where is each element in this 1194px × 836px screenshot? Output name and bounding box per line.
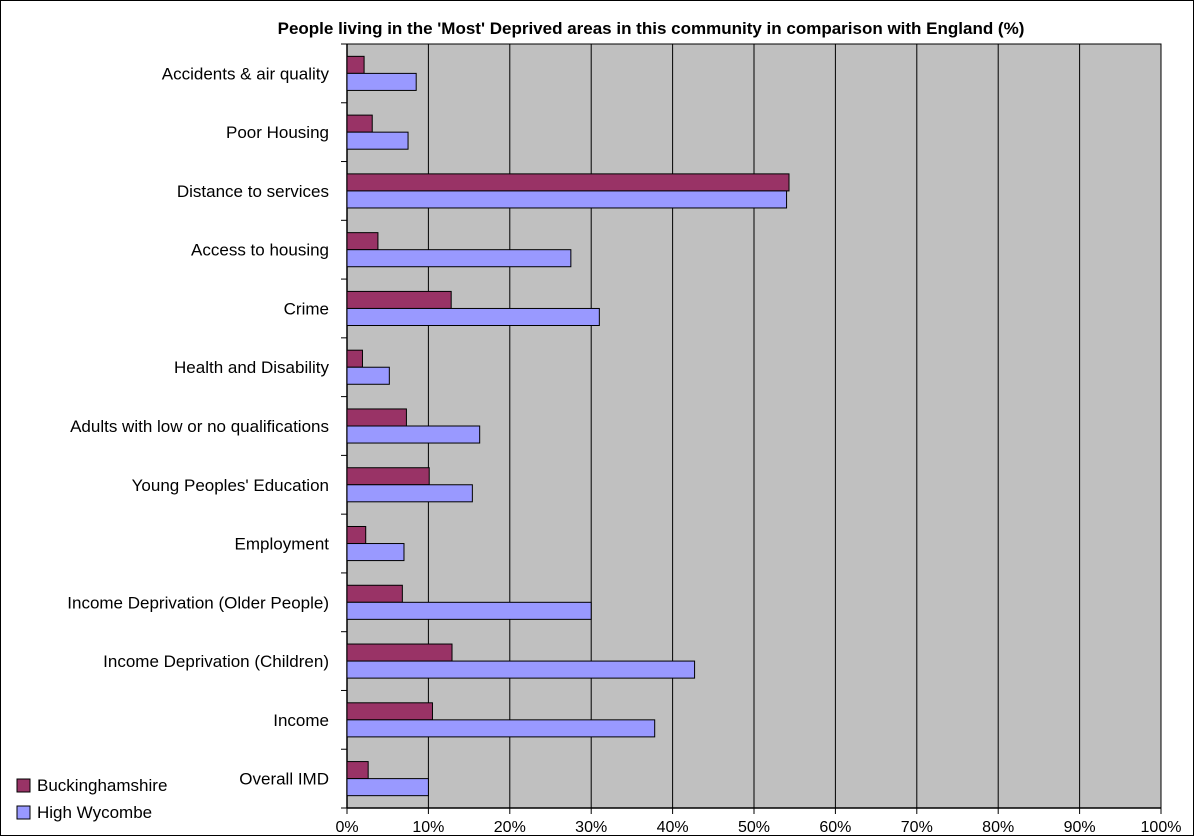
x-tick-label: 10%	[412, 819, 444, 836]
bar-high-wycombe	[346, 601, 592, 620]
bar-buckinghamshire	[346, 232, 379, 251]
bar-buckinghamshire	[346, 584, 403, 603]
bar-high-wycombe	[346, 131, 409, 150]
x-tick-label: 60%	[819, 819, 851, 836]
bar-buckinghamshire	[346, 525, 367, 545]
x-tick-label: 80%	[982, 819, 1014, 836]
bar-high-wycombe	[346, 778, 429, 797]
bar-high-wycombe	[346, 72, 417, 91]
legend-swatch	[16, 805, 31, 820]
category-label: Young Peoples' Education	[132, 476, 329, 495]
bar-high-wycombe	[346, 543, 405, 562]
bar-high-wycombe	[346, 660, 696, 679]
x-tick-label: 50%	[738, 819, 770, 836]
category-label: Overall IMD	[239, 770, 329, 789]
x-tick-label: 20%	[494, 819, 526, 836]
bar-buckinghamshire	[346, 702, 433, 721]
legend-label: Buckinghamshire	[37, 776, 167, 795]
bar-buckinghamshire	[346, 349, 363, 368]
bar-high-wycombe	[346, 719, 656, 738]
category-label: Health and Disability	[174, 358, 329, 377]
x-tick-label: 100%	[1141, 819, 1182, 836]
category-label: Employment	[235, 535, 330, 554]
category-label: Poor Housing	[226, 123, 329, 142]
bar-buckinghamshire	[346, 408, 407, 427]
category-label: Adults with low or no qualifications	[70, 417, 329, 436]
x-tick-label: 0%	[335, 819, 358, 836]
x-tick-label: 90%	[1064, 819, 1096, 836]
bar-buckinghamshire	[346, 55, 365, 74]
category-label: Income Deprivation (Children)	[103, 652, 329, 671]
bar-buckinghamshire	[346, 761, 369, 780]
bar-high-wycombe	[346, 366, 390, 385]
legend-swatch	[16, 778, 31, 793]
category-label: Income	[273, 711, 329, 730]
x-tick-label: 40%	[657, 819, 689, 836]
bar-high-wycombe	[346, 249, 572, 268]
category-label: Distance to services	[177, 182, 329, 201]
category-label: Accidents & air quality	[162, 64, 330, 83]
bar-buckinghamshire	[346, 290, 452, 309]
bar-high-wycombe	[346, 484, 473, 503]
x-tick-label: 30%	[575, 819, 607, 836]
bar-buckinghamshire	[346, 467, 430, 486]
bar-buckinghamshire	[346, 643, 453, 662]
category-label: Income Deprivation (Older People)	[67, 593, 329, 612]
category-label: Crime	[284, 299, 329, 318]
bar-buckinghamshire	[346, 114, 373, 133]
bar-high-wycombe	[346, 190, 788, 209]
bar-high-wycombe	[346, 307, 600, 327]
bar-buckinghamshire	[346, 173, 790, 192]
legend: Buckinghamshire High Wycombe	[16, 776, 167, 822]
legend-label: High Wycombe	[37, 803, 152, 822]
x-tick-label: 70%	[901, 819, 933, 836]
chart-title: People living in the 'Most' Deprived are…	[278, 19, 1025, 38]
category-label: Access to housing	[191, 241, 329, 260]
bar-high-wycombe	[346, 425, 481, 444]
